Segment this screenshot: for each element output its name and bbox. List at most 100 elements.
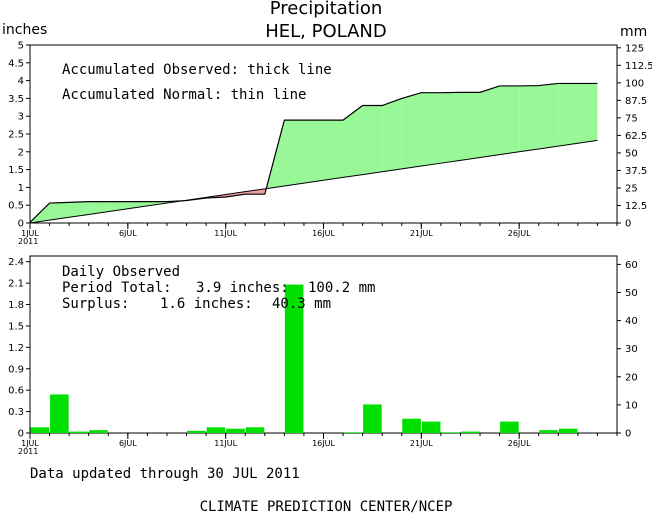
bottom-year-label: 2011 — [18, 447, 38, 456]
daily-bar — [363, 404, 382, 433]
surplus-area — [499, 85, 520, 155]
top-y2tick-label: 62.5 — [625, 131, 647, 142]
daily-bar — [402, 418, 421, 433]
bottom-ytick-label: 0.9 — [8, 364, 24, 375]
daily-bar — [441, 432, 460, 433]
bottom-y2tick-label: 10 — [625, 400, 638, 411]
top-ytick-label: 5 — [18, 41, 24, 52]
period-total-mm: 100.2 mm — [308, 280, 376, 296]
left-unit-label: inches — [2, 22, 48, 38]
top-ytick-label: 0.5 — [8, 201, 24, 212]
surplus-area — [577, 83, 598, 144]
bottom-y2tick-label: 60 — [625, 260, 638, 271]
surplus-area — [362, 105, 383, 175]
top-year-label: 2011 — [18, 237, 38, 246]
chart-title: Precipitation — [269, 0, 383, 19]
bottom-ytick-label: 1.5 — [8, 321, 24, 332]
bottom-xtick-label: 16JUL — [312, 439, 335, 448]
top-ytick-label: 3 — [18, 112, 24, 123]
bottom-ytick-label: 2.1 — [8, 279, 24, 290]
credit-line: CLIMATE PREDICTION CENTER/NCEP — [199, 499, 453, 515]
legend-normal: Accumulated Normal: thin line — [62, 87, 307, 103]
daily-bar — [460, 431, 480, 433]
top-xtick-label: 1JUL — [21, 229, 39, 238]
surplus-area — [401, 92, 422, 169]
daily-observed-heading: Daily Observed — [62, 264, 181, 280]
daily-bar — [187, 430, 206, 433]
top-ytick-label: 2.5 — [8, 130, 24, 141]
daily-bar — [89, 430, 108, 433]
period-total-label: Period Total: — [62, 280, 172, 296]
daily-bar — [69, 431, 89, 433]
surplus-area — [323, 120, 344, 181]
bottom-ytick-label: 1.8 — [8, 300, 24, 311]
surplus-area — [480, 85, 500, 158]
bottom-xtick-label: 6JUL — [119, 439, 137, 448]
top-y2tick-label: 50 — [625, 148, 638, 159]
surplus-area — [284, 120, 304, 186]
surplus-area — [460, 92, 481, 161]
bottom-y2tick-label: 40 — [625, 316, 638, 327]
top-ytick-label: 2 — [18, 147, 24, 158]
observed-line — [29, 82, 598, 223]
daily-bar — [558, 428, 578, 433]
top-xtick-label: 6JUL — [119, 229, 137, 238]
bottom-y2tick-label: 50 — [625, 288, 638, 299]
top-y2tick-label: 112.5 — [625, 61, 652, 72]
surplus-area — [49, 202, 70, 221]
surplus-area — [303, 120, 324, 184]
top-ytick-label: 0 — [18, 219, 24, 230]
bottom-xtick-label: 11JUL — [214, 439, 237, 448]
bottom-xtick-label: 1JUL — [21, 439, 39, 448]
daily-bar — [245, 427, 265, 433]
top-y2tick-label: 25 — [625, 183, 638, 194]
surplus-area — [88, 201, 109, 215]
bottom-ytick-label: 2.4 — [8, 257, 24, 268]
surplus-area — [558, 83, 578, 147]
surplus-inches: 1.6 inches: — [160, 296, 253, 312]
normal-line — [29, 139, 598, 224]
top-xtick-label: 16JUL — [312, 229, 335, 238]
top-xtick-label: 26JUL — [508, 229, 531, 238]
daily-bar — [50, 394, 69, 433]
daily-bar — [500, 421, 519, 433]
surplus-area — [421, 92, 441, 167]
top-y2tick-label: 37.5 — [625, 166, 647, 177]
bottom-xtick-label: 21JUL — [410, 439, 433, 448]
period-total-inches: 3.9 inches: — [196, 280, 289, 296]
top-xtick-label: 11JUL — [214, 229, 237, 238]
bottom-ytick-label: 0 — [18, 429, 24, 440]
bottom-xtick-label: 26JUL — [508, 439, 531, 448]
deficit-area — [225, 191, 246, 198]
surplus-mm: 40.3 mm — [272, 296, 332, 312]
surplus-area — [519, 85, 539, 152]
top-ytick-label: 1 — [18, 183, 24, 194]
surplus-area — [440, 92, 461, 164]
daily-bar — [226, 428, 245, 433]
daily-bar — [421, 421, 441, 433]
top-y2tick-label: 87.5 — [625, 96, 647, 107]
daily-bar — [284, 284, 304, 433]
bottom-y2tick-label: 0 — [625, 429, 631, 440]
daily-bar — [343, 432, 363, 433]
top-ytick-label: 1.5 — [8, 165, 24, 176]
surplus-area — [69, 201, 89, 218]
data-updated-note: Data updated through 30 JUL 2011 — [30, 466, 300, 482]
top-y2tick-label: 12.5 — [625, 201, 647, 212]
top-xtick-label: 21JUL — [410, 229, 433, 238]
surplus-area — [382, 98, 402, 172]
bottom-y2tick-label: 20 — [625, 372, 638, 383]
legend-observed: Accumulated Observed: thick line — [62, 62, 332, 78]
chart-location: HEL, POLAND — [265, 21, 387, 42]
bottom-y2tick-label: 30 — [625, 344, 638, 355]
surplus-label: Surplus: — [62, 296, 130, 312]
surplus-area — [343, 105, 363, 178]
deficit-area — [245, 188, 265, 195]
top-ytick-label: 3.5 — [8, 94, 24, 105]
bottom-ytick-label: 0.6 — [8, 386, 24, 397]
top-y2tick-label: 0 — [625, 219, 631, 230]
daily-bar — [206, 427, 226, 433]
top-ytick-label: 4.5 — [8, 58, 24, 69]
bottom-ytick-label: 0.3 — [8, 407, 24, 418]
